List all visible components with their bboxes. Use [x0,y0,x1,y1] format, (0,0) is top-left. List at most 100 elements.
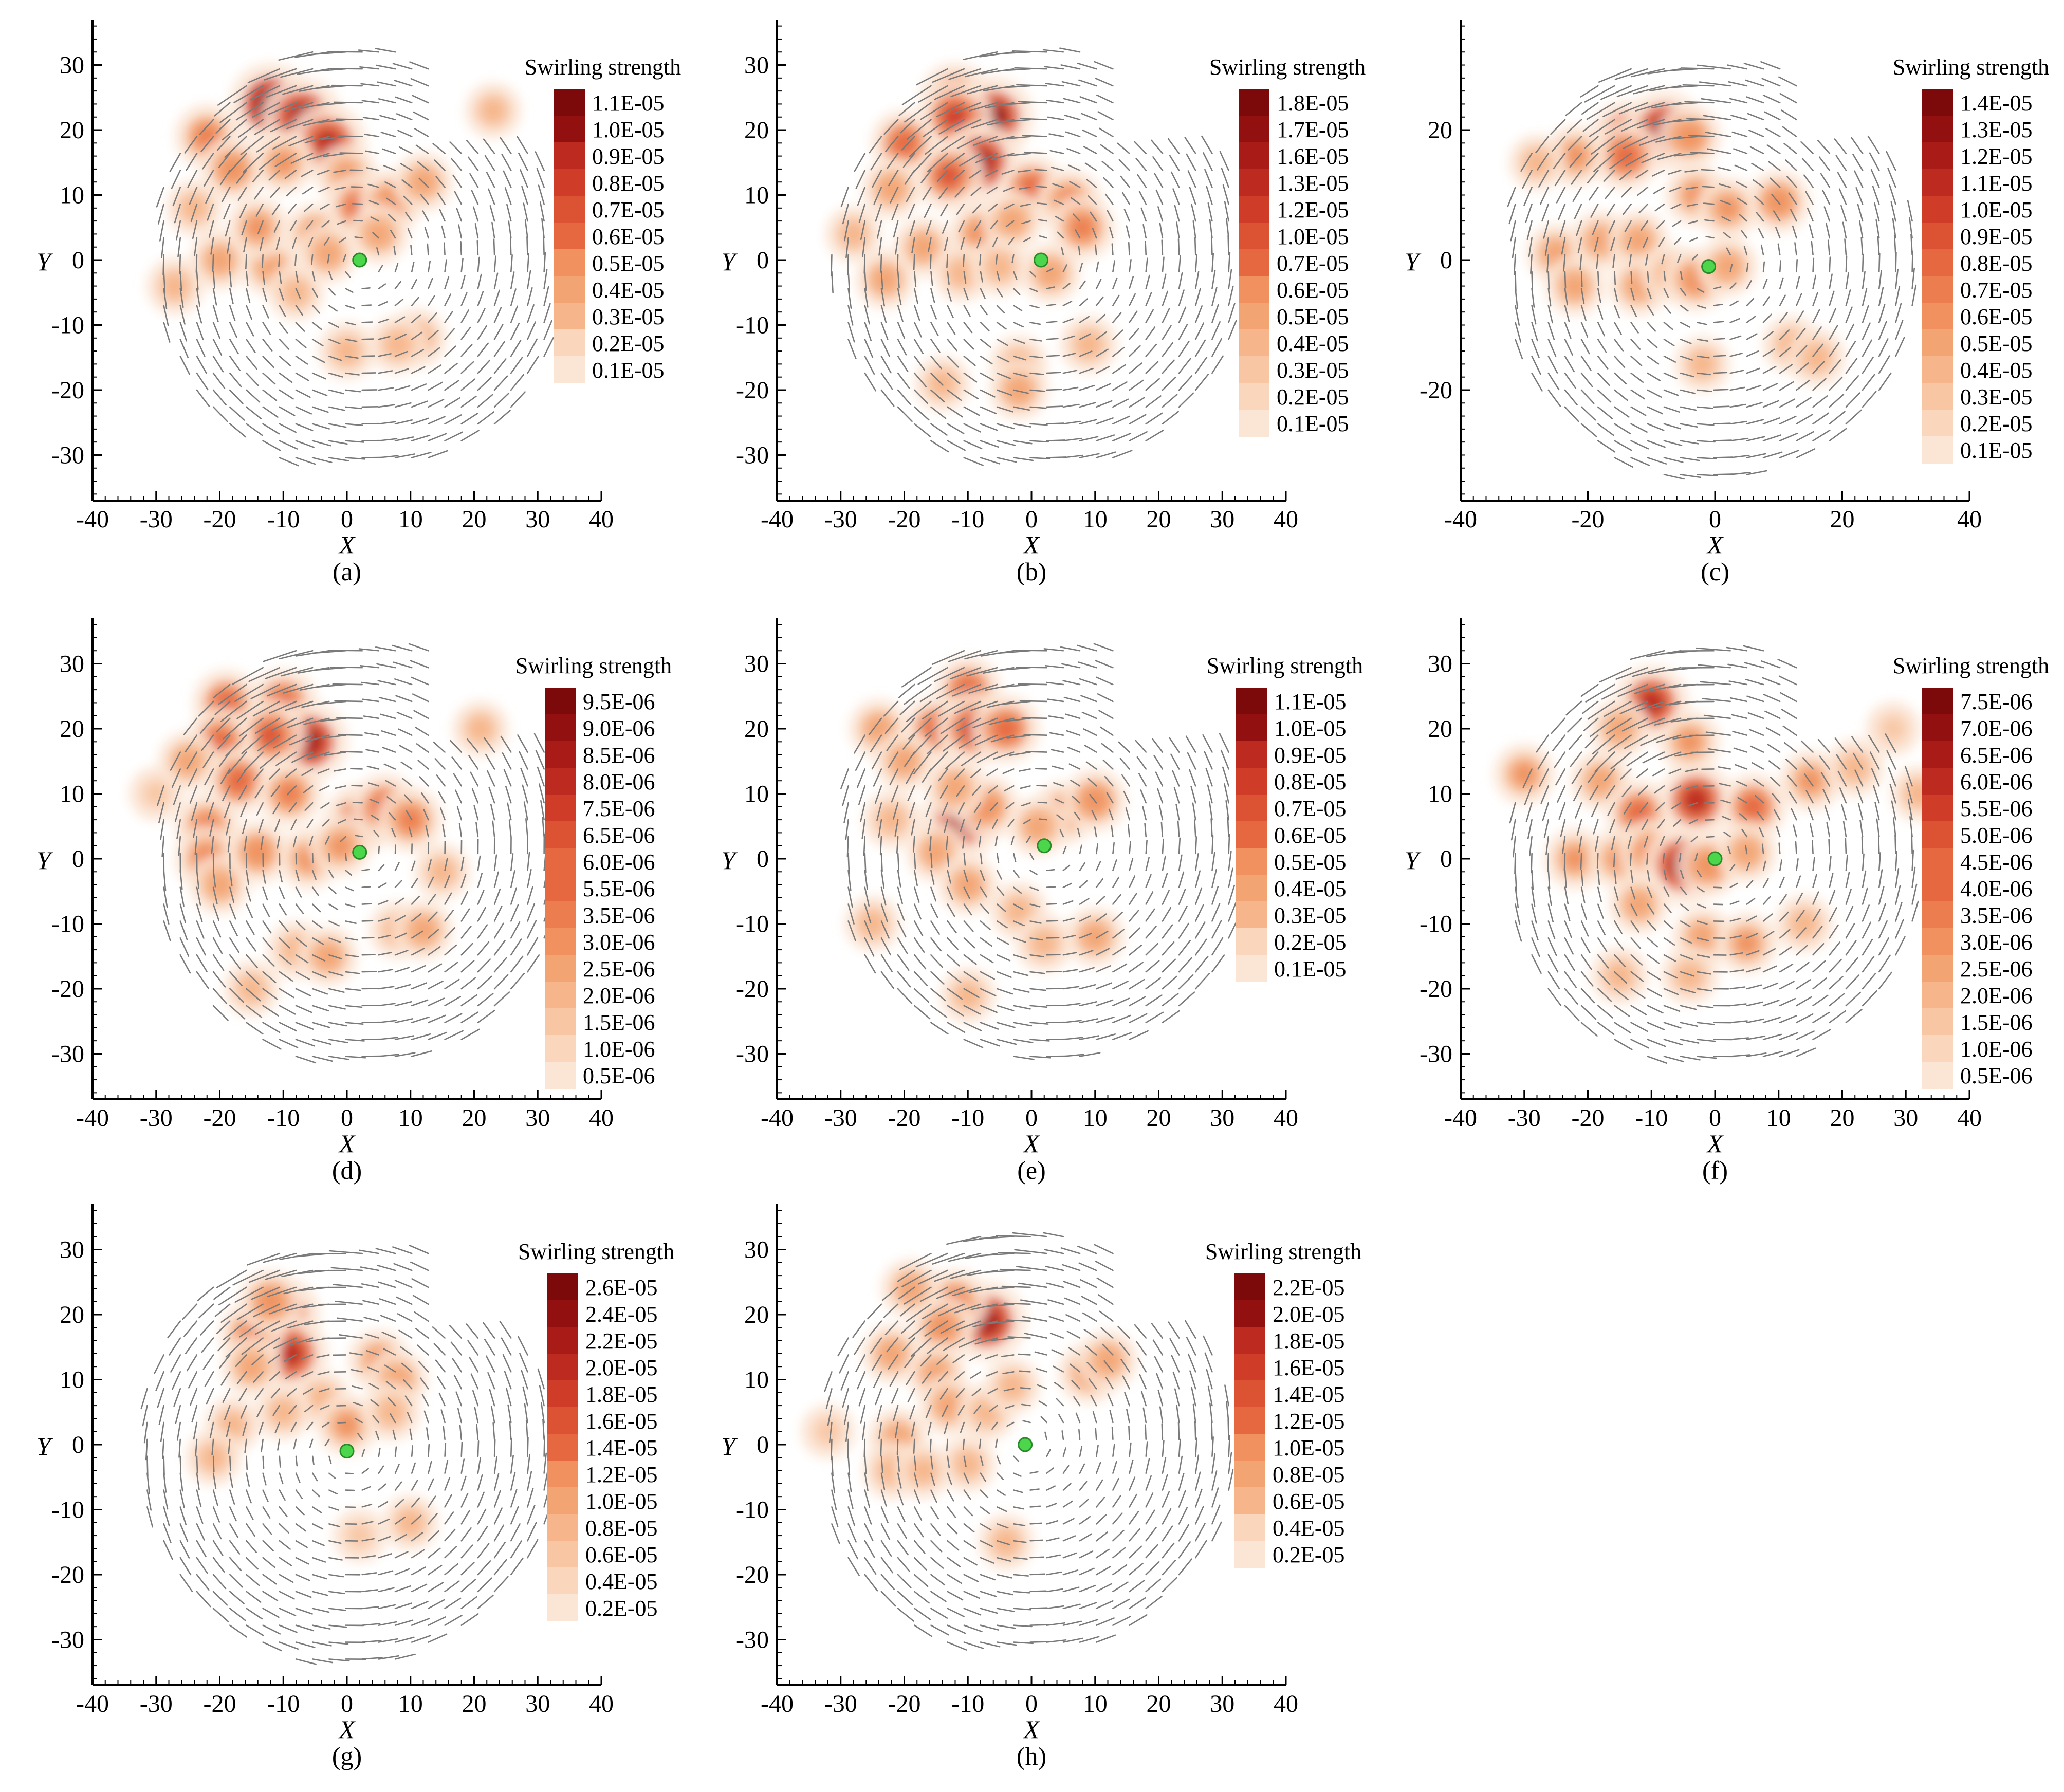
center-marker [352,252,367,268]
velocity-vector [1162,890,1170,905]
velocity-vector [226,819,231,836]
velocity-vector [315,85,346,89]
velocity-vector [1176,221,1180,239]
velocity-vector [1539,768,1550,787]
velocity-vector [146,1455,149,1477]
velocity-vector [985,170,998,177]
velocity-vector [1219,151,1229,171]
velocity-vector [1580,1005,1597,1020]
velocity-vector [1862,339,1872,357]
velocity-vector [930,853,933,869]
velocity-vector [996,937,1009,945]
velocity-vector [1095,860,1101,872]
x-tick-label: -30 [824,1104,857,1132]
velocity-vector [222,785,231,801]
colorbar-swatch [545,1062,576,1089]
velocity-vector [394,678,413,686]
velocity-vector [418,1361,429,1373]
velocity-vector [246,954,258,968]
velocity-vector [930,288,935,303]
velocity-vector [460,943,473,956]
velocity-vector [232,1269,264,1286]
velocity-vector [1575,802,1582,819]
velocity-vector [246,1523,255,1537]
velocity-vector [1095,434,1115,441]
velocity-vector [1224,201,1229,222]
velocity-vector [1746,280,1752,289]
velocity-vector [488,787,495,804]
velocity-vector [295,1557,309,1565]
velocity-vector [189,785,198,804]
velocity-vector [1812,960,1826,973]
velocity-vector [1796,293,1802,306]
velocity-vector [1630,886,1636,900]
velocity-vector [1561,237,1566,255]
velocity-vector [265,1269,297,1280]
velocity-vector [1680,1056,1701,1061]
velocity-vector [1729,900,1740,905]
colorbar-swatch [1922,276,1953,303]
velocity-vector [1095,348,1109,357]
velocity-vector [212,305,219,323]
velocity-vector [897,355,909,372]
velocity-vector [212,1574,227,1590]
velocity-vector [311,1540,325,1546]
velocity-vector [847,1523,857,1543]
velocity-vector [1647,322,1656,332]
velocity-vector [1178,922,1189,939]
velocity-vector [1062,454,1083,458]
velocity-vector [878,819,882,838]
velocity-vector [246,1252,281,1266]
velocity-vector [1796,397,1812,408]
velocity-vector [489,205,495,222]
velocity-vector [947,1005,964,1017]
velocity-vector [909,136,932,158]
velocity-vector [1796,945,1808,956]
velocity-vector [1829,924,1839,939]
velocity-vector [361,1038,382,1040]
velocity-vector [1013,971,1029,976]
velocity-vector [1112,946,1126,956]
velocity-vector [947,288,952,302]
velocity-vector [317,768,330,774]
velocity-vector [1564,971,1577,988]
velocity-vector [361,1283,380,1288]
velocity-vector [888,751,899,768]
velocity-vector [205,187,214,204]
velocity-vector [1686,118,1715,121]
velocity-vector [1680,372,1694,378]
velocity-vector [1211,287,1218,306]
velocity-vector [525,818,528,838]
velocity-vector [433,741,446,753]
velocity-vector [1829,958,1842,973]
velocity-vector [246,1506,254,1520]
velocity-vector [196,920,205,939]
x-tick-label: -10 [267,1104,300,1132]
velocity-vector [236,700,264,719]
velocity-vector [1892,817,1896,838]
velocity-vector [328,1540,342,1544]
velocity-vector [428,329,439,340]
velocity-vector [313,68,346,72]
velocity-vector [213,1286,231,1300]
velocity-vector [291,751,314,763]
velocity-vector [361,1468,370,1474]
velocity-vector [880,1472,886,1490]
velocity-vector [1741,230,1748,239]
velocity-vector [963,886,970,899]
velocity-vector [223,717,247,740]
velocity-vector [1736,780,1748,787]
velocity-vector [1580,971,1594,987]
velocity-vector [358,648,380,652]
velocity-vector [444,978,460,990]
velocity-vector [361,1503,373,1508]
velocity-vector [279,1022,297,1032]
velocity-vector [311,423,330,430]
velocity-vector [1663,937,1675,946]
velocity-vector [936,683,965,700]
velocity-vector [1049,732,1064,736]
velocity-vector [247,68,281,84]
velocity-vector [1697,406,1713,409]
velocity-vector [1609,153,1632,170]
velocity-vector [477,256,480,273]
